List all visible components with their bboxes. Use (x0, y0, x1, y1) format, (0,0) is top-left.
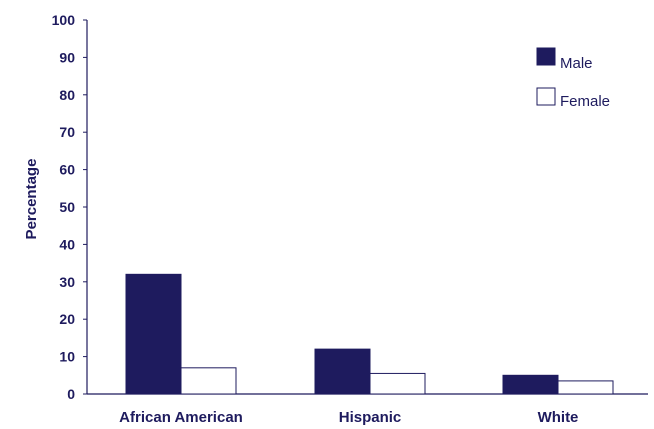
y-tick-label: 30 (59, 274, 75, 290)
legend-label-male: Male (560, 55, 593, 72)
x-category-label: Hispanic (339, 409, 402, 426)
y-tick-label: 100 (52, 12, 76, 28)
bar-female-hispanic (369, 372, 426, 395)
y-tick-label: 80 (59, 87, 75, 103)
y-tick-label: 20 (59, 311, 75, 327)
y-axis-title: Percentage (23, 159, 40, 240)
bar-female-white (557, 380, 614, 395)
y-tick-label: 10 (59, 349, 75, 365)
y-tick-label: 60 (59, 162, 75, 178)
x-category-labels: African American Hispanic White (119, 409, 578, 426)
legend-label-female: Female (560, 93, 610, 110)
y-tick-label: 90 (59, 49, 75, 65)
legend-swatch-female (536, 87, 556, 106)
x-category-label: African American (119, 409, 243, 426)
x-category-label: White (538, 409, 579, 426)
y-tick-label: 50 (59, 199, 75, 215)
y-tick-label: 70 (59, 124, 75, 140)
y-tick-label: 40 (59, 236, 75, 252)
y-ticks: 0 10 20 30 40 50 60 70 80 90 100 (52, 12, 87, 402)
y-tick-label: 0 (67, 386, 75, 402)
bar-male-african-american (125, 273, 182, 395)
bar-female-african-american (180, 367, 237, 395)
legend-swatch-male (536, 47, 556, 66)
legend: Male Female (536, 47, 610, 110)
bar-male-white (502, 374, 559, 395)
bar-male-hispanic (314, 348, 371, 395)
bars (125, 273, 614, 395)
plot-area: 0 10 20 30 40 50 60 70 80 90 100 African American H… (52, 12, 648, 426)
